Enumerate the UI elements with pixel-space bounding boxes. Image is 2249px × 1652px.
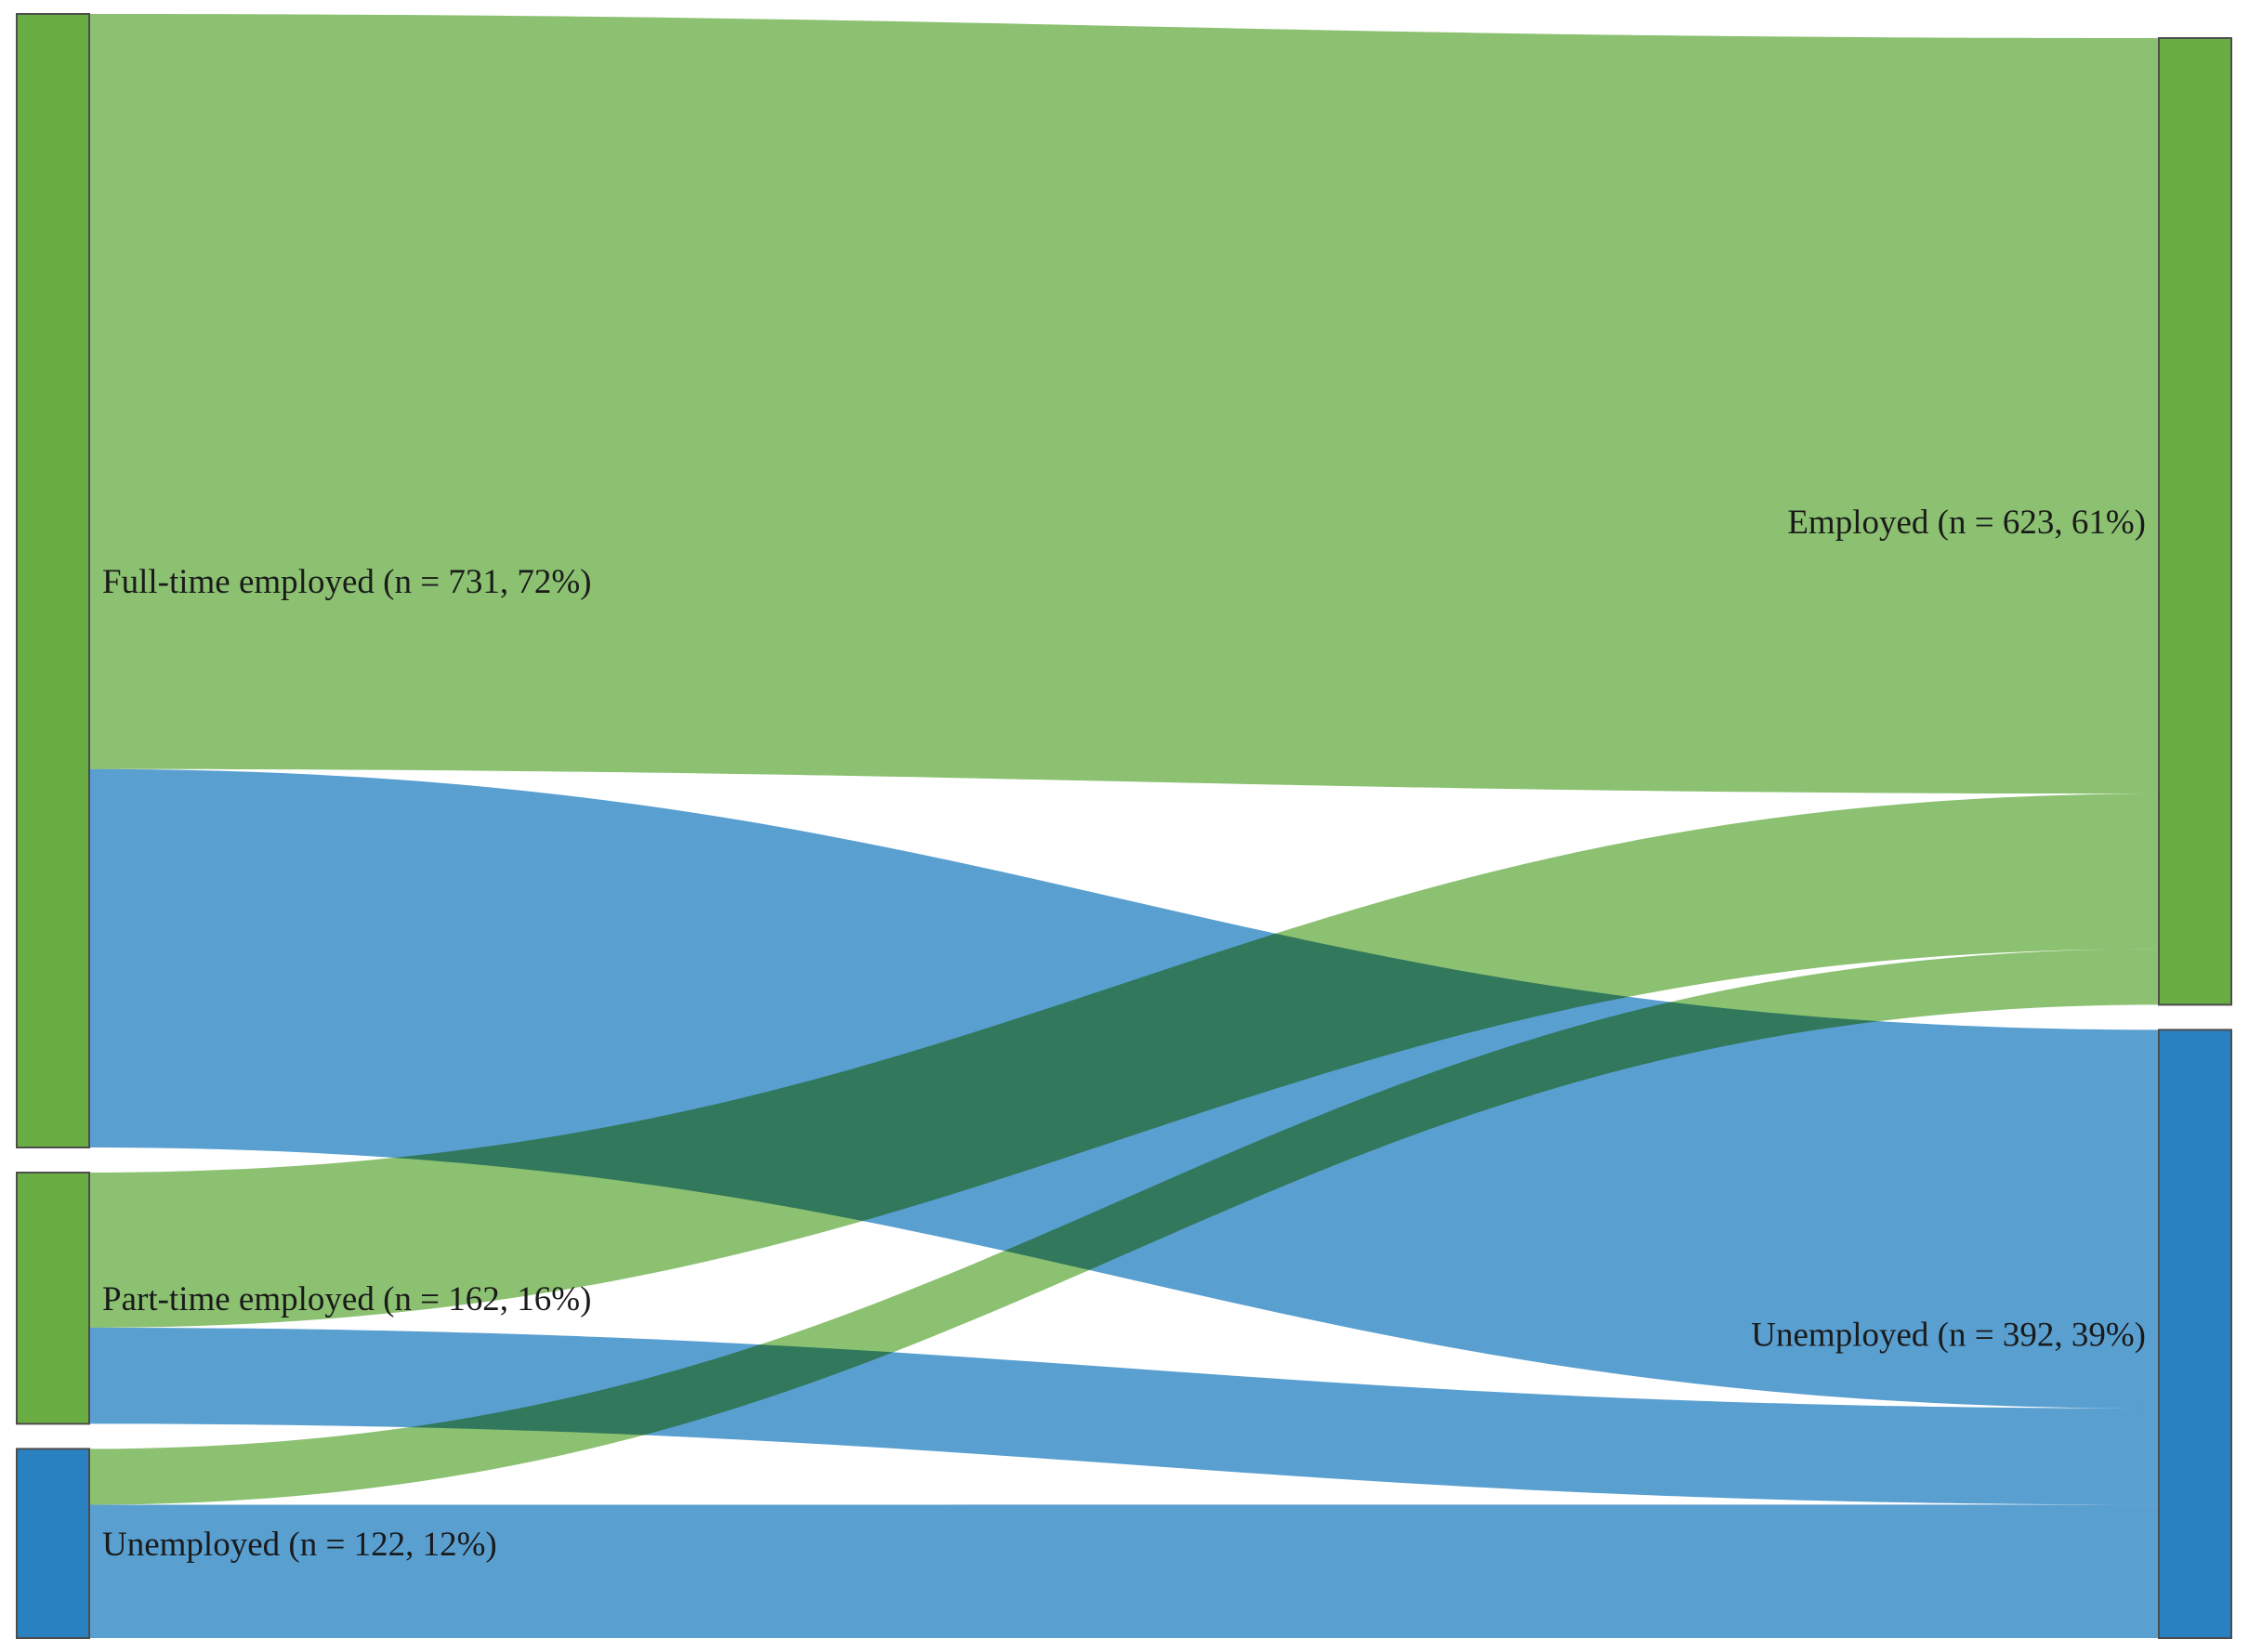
node-layer: [16, 13, 2232, 1640]
flow-ue-to-emp: [89, 949, 2159, 1505]
flow-layer: [89, 14, 2159, 1638]
source-label-pt: Part-time employed (n = 162, 16%): [102, 1280, 591, 1318]
flow-pt-to-une: [89, 1327, 2159, 1505]
target-node-une: [2158, 1029, 2232, 1639]
source-label-ft: Full-time employed (n = 731, 72%): [102, 563, 591, 601]
source-label-ue: Unemployed (n = 122, 12%): [102, 1526, 497, 1564]
source-node-ue: [16, 1448, 90, 1640]
target-node-emp: [2158, 37, 2232, 1006]
target-label-une: Unemployed (n = 392, 39%): [1751, 1317, 2146, 1355]
flow-pt-to-emp: [89, 793, 2159, 1328]
source-node-ft: [16, 13, 90, 1149]
target-label-emp: Employed (n = 623, 61%): [1787, 504, 2146, 542]
label-layer: Full-time employed (n = 731, 72%) Part-ti…: [102, 504, 2146, 1564]
flow-ft-to-emp: [89, 14, 2159, 794]
flow-ue-to-une: [89, 1504, 2159, 1638]
source-node-pt: [16, 1172, 90, 1425]
